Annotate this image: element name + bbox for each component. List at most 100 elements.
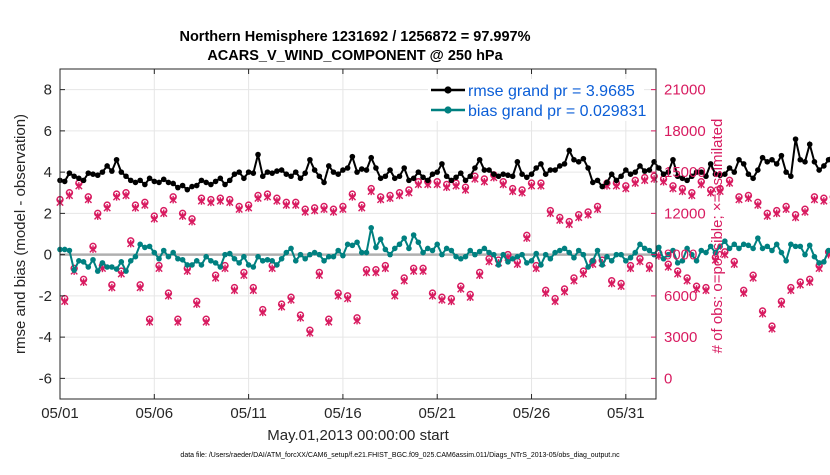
- bias-point: [467, 247, 474, 254]
- bias-point: [788, 241, 794, 248]
- rmse-point: [778, 152, 785, 159]
- rmse-point: [585, 165, 591, 171]
- bias-point: [283, 249, 290, 256]
- x-axis-label: May.01,2013 00:00:00 start: [267, 427, 449, 444]
- rmse-point: [566, 147, 573, 154]
- rmse-point: [462, 177, 469, 184]
- rmse-point: [467, 173, 474, 180]
- rmse-point: [637, 163, 643, 169]
- rmse-point: [283, 171, 290, 177]
- bias-point: [693, 258, 700, 264]
- bias-point: [349, 242, 356, 249]
- bias-point: [547, 255, 554, 262]
- bias-point: [670, 247, 676, 254]
- rmse-point: [825, 156, 830, 163]
- bias-point: [472, 251, 478, 258]
- obs-assimilated-point: [301, 208, 309, 216]
- obs-assimilated-point: [339, 205, 347, 214]
- obs-assimilated-point: [640, 176, 649, 185]
- obs-assimilated-point: [315, 271, 324, 280]
- bias-point: [269, 258, 275, 264]
- rmse-point: [453, 174, 459, 181]
- bias-point: [415, 239, 422, 246]
- bias-point: [321, 258, 327, 264]
- rmse-point: [132, 179, 139, 186]
- bias-point: [127, 258, 134, 264]
- rmse-point: [349, 153, 356, 160]
- rmse-point: [179, 182, 186, 189]
- bias-point: [722, 238, 728, 245]
- obs-assimilated-point: [787, 286, 795, 295]
- rmse-point: [689, 173, 695, 180]
- obs-assimilated-point: [145, 318, 154, 326]
- x-tick-label: 05/31: [607, 405, 645, 422]
- obs-assimilated-point: [230, 286, 239, 295]
- bias-point: [542, 251, 549, 258]
- rmse-point: [424, 177, 431, 184]
- obs-assimilated-point: [65, 191, 74, 200]
- obs-assimilated-point: [452, 182, 460, 190]
- bias-point: [533, 250, 540, 257]
- bias-point: [151, 249, 158, 256]
- bias-point: [731, 241, 738, 248]
- bias-point: [104, 264, 110, 270]
- obs-assimilated-point: [348, 193, 357, 201]
- rmse-point: [151, 178, 158, 185]
- obs-assimilated-point: [372, 268, 380, 277]
- obs-assimilated-point: [414, 180, 423, 189]
- bias-point: [684, 245, 690, 252]
- obs-assimilated-point: [523, 234, 531, 242]
- obs-assimilated-point: [202, 318, 210, 326]
- obs-assimilated-point: [584, 210, 592, 219]
- rmse-point: [552, 167, 558, 173]
- right-y-tick-label: 6000: [664, 288, 697, 305]
- obs-assimilated-point: [475, 271, 484, 280]
- bias-point: [632, 249, 639, 256]
- obs-assimilated-point: [169, 195, 177, 204]
- obs-assimilated-point: [513, 260, 522, 269]
- obs-assimilated-point: [758, 309, 767, 318]
- bias-point: [61, 246, 68, 253]
- bias-point: [175, 255, 181, 262]
- obs-assimilated-point: [329, 208, 338, 216]
- bias-point: [580, 251, 587, 258]
- bias-point: [94, 268, 101, 274]
- bias-point: [698, 247, 705, 254]
- obs-assimilated-point: [386, 194, 394, 203]
- rmse-point: [255, 151, 261, 158]
- rmse-point: [608, 171, 615, 177]
- rmse-point: [373, 165, 379, 171]
- bias-point: [641, 245, 648, 252]
- rmse-point: [335, 171, 341, 177]
- bias-point: [740, 241, 747, 248]
- obs-assimilated-point: [183, 267, 192, 275]
- bias-point: [288, 245, 294, 252]
- rmse-point: [316, 173, 323, 180]
- bias-point: [665, 251, 672, 258]
- bias-point: [457, 255, 464, 262]
- rmse-point: [509, 173, 516, 180]
- bias-point: [377, 236, 384, 242]
- bias-point: [179, 256, 186, 263]
- right-y-tick-label: 0: [664, 370, 672, 387]
- rmse-point: [127, 177, 134, 184]
- obs-assimilated-point: [801, 208, 809, 216]
- obs-assimilated-point: [249, 286, 258, 295]
- rmse-point: [420, 174, 426, 181]
- rmse-point: [811, 159, 818, 165]
- rmse-point: [146, 175, 153, 182]
- obs-assimilated-point: [376, 195, 385, 204]
- bias-point: [278, 255, 285, 262]
- obs-assimilated-point: [688, 191, 696, 200]
- bias-point: [90, 256, 96, 263]
- obs-assimilated-point: [136, 283, 144, 292]
- obs-assimilated-point: [716, 187, 724, 196]
- obs-assimilated-point: [226, 198, 234, 207]
- obs-assimilated-point: [508, 187, 517, 196]
- rmse-point: [245, 169, 252, 175]
- bias-point: [538, 262, 544, 268]
- bias-point: [707, 243, 714, 250]
- rmse-point: [656, 165, 662, 171]
- rmse-point: [85, 170, 92, 176]
- rmse-point: [76, 175, 82, 182]
